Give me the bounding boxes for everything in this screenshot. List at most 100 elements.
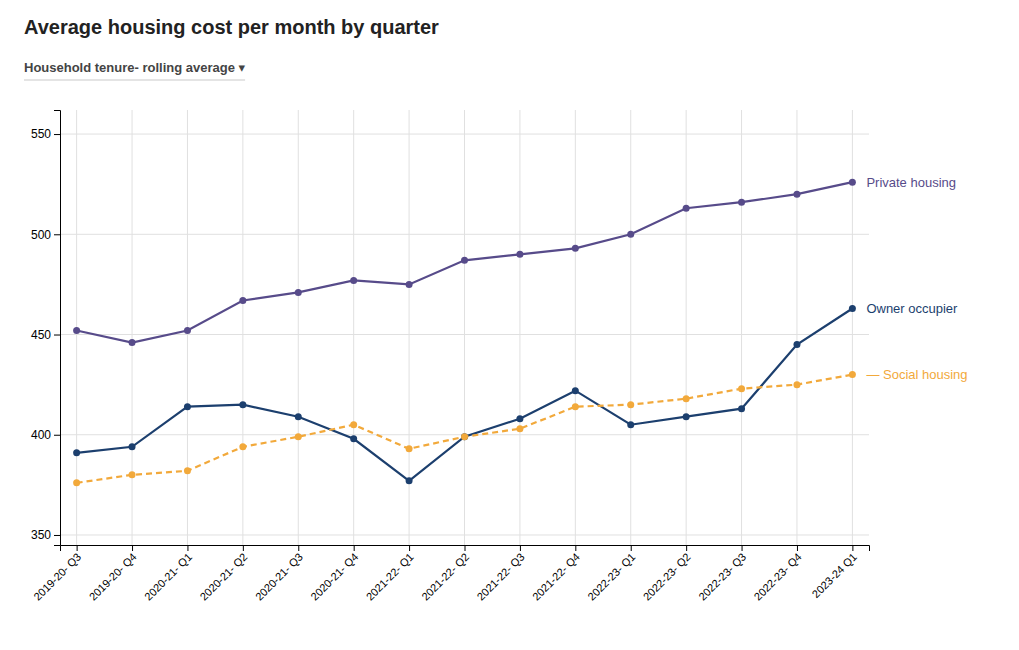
series-point [572,403,579,410]
y-tick: 450 [31,328,60,342]
x-tick-mark [298,545,299,551]
end-labels: Private housingOwner occupier— Social ho… [866,175,967,382]
chart-container: Average housing cost per month by quarte… [0,0,1019,650]
grid-line-x [796,110,797,545]
series-point [350,435,357,442]
series-point [516,251,523,258]
x-tick: 2020-21- Q1 [142,545,194,603]
series-label: Private housing [866,175,956,190]
series-point [73,449,80,456]
x-tick-label: 2022-23- Q4 [752,551,804,603]
x-tick: 2019-20- Q4 [87,545,139,603]
y-tick: 400 [31,428,60,442]
x-tick: 2020-21- Q4 [308,545,360,603]
series-point [295,289,302,296]
series-point [129,339,136,346]
series-point [738,405,745,412]
series-point [461,433,468,440]
x-tick-mark [742,545,743,551]
x-tick: 2021-22- Q3 [474,545,526,603]
y-tick-label: 550 [31,127,51,141]
series-line [77,375,853,483]
series-point [184,467,191,474]
series-point [239,297,246,304]
series-point [849,305,856,312]
subtitle: Household tenure- rolling average ▾ [24,60,246,75]
series-point [738,385,745,392]
x-tick-mark [187,545,188,551]
series-point [295,413,302,420]
grid [60,110,869,545]
subtitle-underline [24,80,245,81]
series-point [683,205,690,212]
x-tick-mark [77,545,78,551]
x-tick: 2020-21- Q2 [197,545,249,603]
series-point [184,327,191,334]
x-tick: 2023-24 Q1 [810,545,860,600]
series-point [683,413,690,420]
series-point [73,327,80,334]
series-point [516,425,523,432]
x-tick-label: 2021-22- Q3 [474,551,526,603]
series-point [793,191,800,198]
series-point [295,433,302,440]
x-tick: 2021-22- Q1 [364,545,416,603]
series-point [516,415,523,422]
series-point [627,401,634,408]
y-tick-mark [54,335,60,336]
x-tick-label: 2021-22- Q2 [419,551,471,603]
x-tick: 2022-23- Q1 [585,545,637,603]
series-point [793,341,800,348]
grid-line-x [686,110,687,545]
series-point [406,477,413,484]
grid-line-x [242,110,243,545]
grid-line-x [575,110,576,545]
x-tick-mark [520,545,521,551]
series-line [77,308,853,480]
x-tick-mark [575,545,576,551]
series-point [738,199,745,206]
series-point [129,471,136,478]
series-point [184,403,191,410]
series-point [461,433,468,440]
title: Average housing cost per month by quarte… [24,16,439,38]
y-tick-mark [54,234,60,235]
x-tick-mark [243,545,244,551]
x-tick-mark [465,545,466,551]
x-tick-mark [132,545,133,551]
y-tick-mark [54,535,60,536]
x-tick-mark [686,545,687,551]
y-tick-mark [54,435,60,436]
marks [73,179,856,487]
x-tick-label: 2020-21- Q2 [197,551,249,603]
x-tick: 2022-23- Q3 [696,545,748,603]
y-tick: 350 [31,528,60,542]
grid-line-x [132,110,133,545]
x-tick-mark [409,545,410,551]
x-tick-label: 2021-22- Q1 [364,551,416,603]
x-axis-line [61,546,870,552]
x-tick-mark [797,545,798,551]
x-tick-mark [631,545,632,551]
series-point [350,421,357,428]
series-point [461,257,468,264]
grid-line-x [353,110,354,545]
series-label: — Social housing [866,367,967,382]
x-tick: 2020-21- Q3 [253,545,305,603]
x-tick-label: 2020-21- Q1 [142,551,194,603]
y-tick-label: 500 [31,228,51,242]
x-tick-label: 2019-20- Q4 [87,551,139,603]
y-tick-mark [54,134,60,135]
series-point [683,395,690,402]
series-point [572,387,579,394]
series-point [627,231,634,238]
x-tick-mark [852,545,853,551]
grid-line-x [852,110,853,545]
x-tick: 2019-20- Q3 [31,545,83,603]
series-point [239,443,246,450]
series-point [406,445,413,452]
x-tick-label: 2023-24 Q1 [810,551,860,601]
y-tick-label: 450 [31,328,51,342]
y-axis-line [54,111,61,546]
series-point [239,401,246,408]
